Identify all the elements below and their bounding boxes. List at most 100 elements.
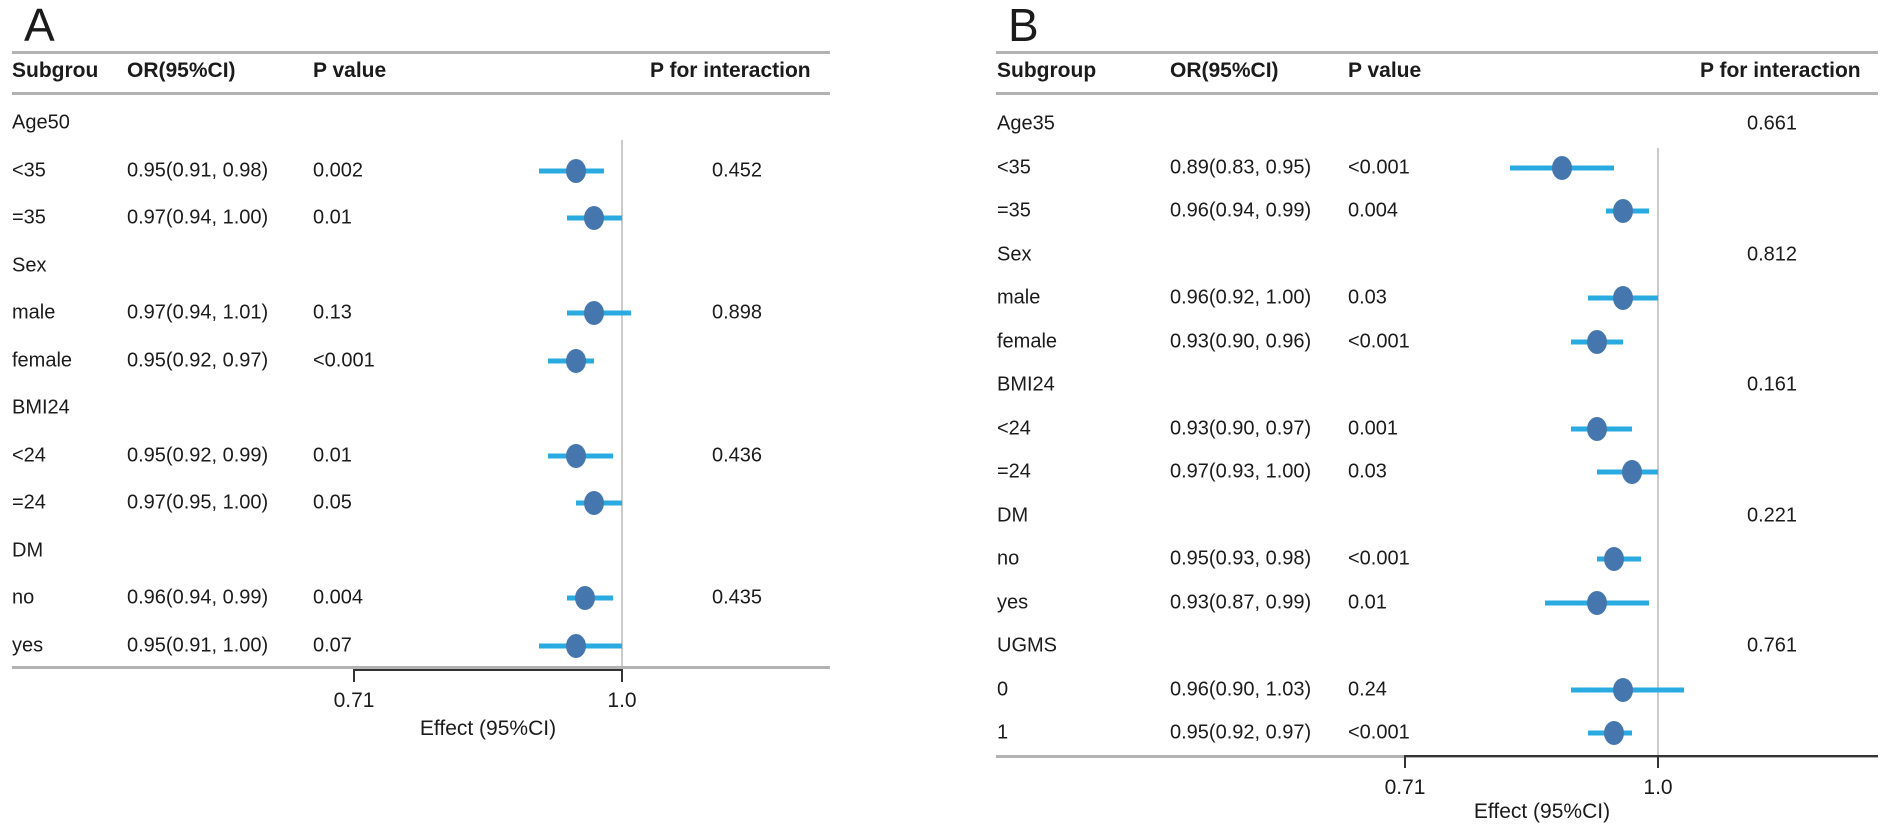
reference-line xyxy=(621,140,623,666)
column-header-p-value: P value xyxy=(313,58,387,82)
row-or-ci-value: 0.93(0.87, 0.99) xyxy=(1170,591,1312,613)
row-subgroup-label: =24 xyxy=(12,491,46,514)
row-p-value: 0.004 xyxy=(1348,199,1399,222)
row-subgroup-label: 0 xyxy=(997,678,1009,700)
panel-a-label: A xyxy=(24,0,55,51)
row-p-interaction-value: 0.436 xyxy=(711,444,763,466)
row-p-interaction-value: 0.812 xyxy=(1746,243,1798,265)
row-or-ci-value: 0.93(0.90, 0.96) xyxy=(1170,330,1312,352)
or-point-marker xyxy=(584,491,605,515)
table-bottom-rule xyxy=(12,666,830,669)
row-or-ci-value: 0.89(0.83, 0.95) xyxy=(1170,156,1312,178)
row-subgroup-label: <35 xyxy=(997,156,1031,178)
table-top-rule xyxy=(996,51,1878,54)
panel-b-label: B xyxy=(1008,0,1039,51)
or-point-marker xyxy=(1621,460,1642,484)
row-p-value: <0.001 xyxy=(1348,330,1410,352)
x-axis-title: Effect (95%CI) xyxy=(419,717,557,740)
row-or-ci-value: 0.97(0.95, 1.00) xyxy=(127,491,269,514)
row-p-value: 0.24 xyxy=(1348,678,1387,700)
row-group-label: Age35 xyxy=(997,112,1055,135)
or-point-marker xyxy=(565,633,586,658)
row-or-ci-value: 0.95(0.93, 0.98) xyxy=(1170,547,1312,570)
column-header-subgroup: Subgrou xyxy=(12,58,99,82)
or-point-marker xyxy=(565,348,586,373)
row-p-value: 0.004 xyxy=(313,586,364,609)
x-axis-tick xyxy=(1404,755,1406,768)
x-axis-tick-label: 0.71 xyxy=(333,689,375,712)
row-subgroup-label: =35 xyxy=(12,206,46,229)
row-p-value: 0.01 xyxy=(1348,591,1387,613)
reference-line xyxy=(1657,148,1659,755)
row-group-label: UGMS xyxy=(997,634,1057,657)
or-point-marker xyxy=(1604,721,1625,745)
column-header-or-ci: OR(95%CI) xyxy=(1170,58,1279,82)
row-p-interaction-value: 0.161 xyxy=(1746,373,1798,396)
or-point-marker xyxy=(1586,329,1607,354)
row-or-ci-value: 0.95(0.92, 0.97) xyxy=(127,349,269,371)
x-axis-tick-label: 1.0 xyxy=(607,689,637,712)
column-header-p-interaction: P for interaction xyxy=(1700,58,1861,82)
row-group-label: BMI24 xyxy=(12,396,70,419)
row-p-value: 0.01 xyxy=(313,206,352,229)
row-or-ci-value: 0.95(0.91, 1.00) xyxy=(127,634,269,656)
row-or-ci-value: 0.96(0.94, 0.99) xyxy=(1170,199,1312,222)
row-p-value: 0.13 xyxy=(313,301,352,324)
row-or-ci-value: 0.93(0.90, 0.97) xyxy=(1170,417,1312,439)
row-or-ci-value: 0.95(0.91, 0.98) xyxy=(127,159,269,181)
row-subgroup-label: 1 xyxy=(997,721,1009,744)
row-subgroup-label: <35 xyxy=(12,159,46,181)
row-or-ci-value: 0.96(0.94, 0.99) xyxy=(127,586,269,609)
row-p-value: 0.03 xyxy=(1348,460,1387,483)
or-point-marker xyxy=(1613,677,1634,702)
or-point-marker xyxy=(565,443,586,468)
table-header-rule xyxy=(12,92,830,95)
or-point-marker xyxy=(584,206,605,230)
table-top-rule xyxy=(12,51,830,54)
row-subgroup-label: male xyxy=(997,286,1041,309)
x-axis-line xyxy=(354,669,622,671)
x-axis-tick xyxy=(621,669,623,682)
row-p-interaction-value: 0.898 xyxy=(711,301,763,324)
row-group-label: Sex xyxy=(997,243,1032,265)
row-p-value: <0.001 xyxy=(313,349,375,371)
x-axis-tick-label: 1.0 xyxy=(1643,776,1673,799)
row-subgroup-label: <24 xyxy=(997,417,1031,439)
or-point-marker xyxy=(1613,199,1634,223)
row-subgroup-label: female xyxy=(997,330,1058,352)
column-header-p-interaction: P for interaction xyxy=(650,58,811,82)
row-p-value: 0.01 xyxy=(313,444,352,466)
row-or-ci-value: 0.95(0.92, 0.99) xyxy=(127,444,269,466)
row-subgroup-label: <24 xyxy=(12,444,46,466)
row-p-value: <0.001 xyxy=(1348,156,1410,178)
row-group-label: Age50 xyxy=(12,111,70,134)
or-point-marker xyxy=(575,586,596,610)
x-axis-line xyxy=(1405,755,1878,757)
row-p-interaction-value: 0.435 xyxy=(711,586,763,609)
row-subgroup-label: yes xyxy=(12,634,44,656)
row-p-interaction-value: 0.221 xyxy=(1746,504,1798,526)
x-axis-tick xyxy=(1657,755,1659,768)
row-p-interaction-value: 0.452 xyxy=(711,159,763,181)
row-or-ci-value: 0.96(0.92, 1.00) xyxy=(1170,286,1312,309)
row-subgroup-label: =24 xyxy=(997,460,1031,483)
column-header-or-ci: OR(95%CI) xyxy=(127,58,236,82)
row-subgroup-label: yes xyxy=(997,591,1029,613)
row-subgroup-label: male xyxy=(12,301,56,324)
x-axis-title: Effect (95%CI) xyxy=(1473,800,1611,823)
row-p-value: 0.001 xyxy=(1348,417,1399,439)
row-subgroup-label: =35 xyxy=(997,199,1031,222)
or-point-marker xyxy=(1613,286,1634,310)
or-point-marker xyxy=(1586,416,1607,441)
row-p-value: 0.002 xyxy=(313,159,364,181)
row-p-value: <0.001 xyxy=(1348,721,1410,744)
row-p-interaction-value: 0.761 xyxy=(1746,634,1798,657)
column-header-p-value: P value xyxy=(1348,58,1422,82)
row-group-label: DM xyxy=(997,504,1029,526)
x-axis-tick-label: 0.71 xyxy=(1384,776,1426,799)
row-or-ci-value: 0.95(0.92, 0.97) xyxy=(1170,721,1312,744)
or-point-marker xyxy=(1604,547,1625,571)
row-subgroup-label: female xyxy=(12,349,73,371)
or-point-marker xyxy=(565,158,586,183)
row-p-value: 0.03 xyxy=(1348,286,1387,309)
